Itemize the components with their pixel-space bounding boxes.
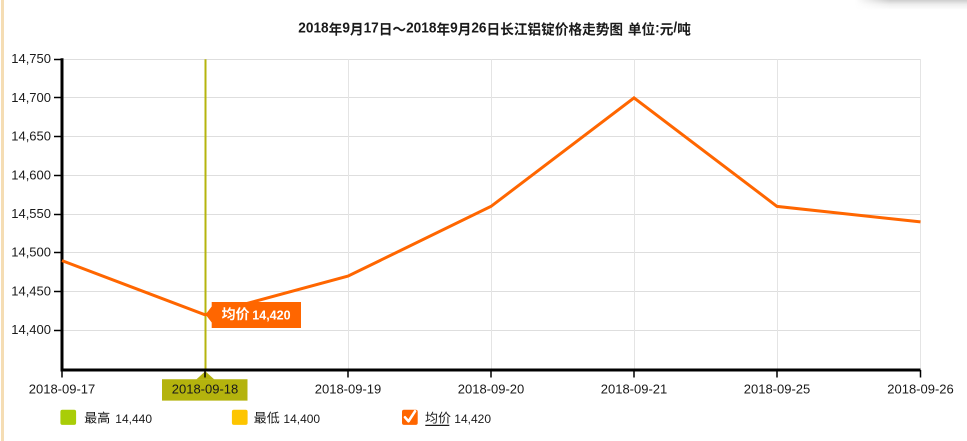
svg-text:26: 26 xyxy=(471,19,486,35)
svg-text::: : xyxy=(655,19,660,35)
svg-text:2018: 2018 xyxy=(406,19,437,35)
svg-text:14,420: 14,420 xyxy=(454,412,491,426)
svg-text:17: 17 xyxy=(364,19,379,35)
svg-text:9: 9 xyxy=(342,19,350,35)
svg-text:2018: 2018 xyxy=(298,19,329,35)
svg-text:2018-09-25: 2018-09-25 xyxy=(744,382,811,397)
svg-text:14,450: 14,450 xyxy=(11,284,51,299)
svg-text:14,500: 14,500 xyxy=(11,245,51,260)
svg-text:2018-09-20: 2018-09-20 xyxy=(458,382,525,397)
svg-text:14,400: 14,400 xyxy=(11,322,51,337)
svg-text:/: / xyxy=(673,19,677,35)
svg-text:14,420: 14,420 xyxy=(252,308,290,322)
svg-text:9: 9 xyxy=(450,19,458,35)
svg-text:14,440: 14,440 xyxy=(115,412,152,426)
svg-text:14,650: 14,650 xyxy=(11,129,51,144)
svg-text:14,700: 14,700 xyxy=(11,90,51,105)
svg-text:14,400: 14,400 xyxy=(283,412,320,426)
svg-text:14,550: 14,550 xyxy=(11,206,51,221)
svg-text:14,750: 14,750 xyxy=(11,51,51,66)
svg-text:2018-09-26: 2018-09-26 xyxy=(887,382,954,397)
svg-text:2018-09-19: 2018-09-19 xyxy=(315,382,382,397)
svg-text:2018-09-17: 2018-09-17 xyxy=(29,382,96,397)
svg-text:2018-09-21: 2018-09-21 xyxy=(601,382,668,397)
svg-text:2018-09-18: 2018-09-18 xyxy=(172,382,239,397)
svg-text:14,600: 14,600 xyxy=(11,167,51,182)
